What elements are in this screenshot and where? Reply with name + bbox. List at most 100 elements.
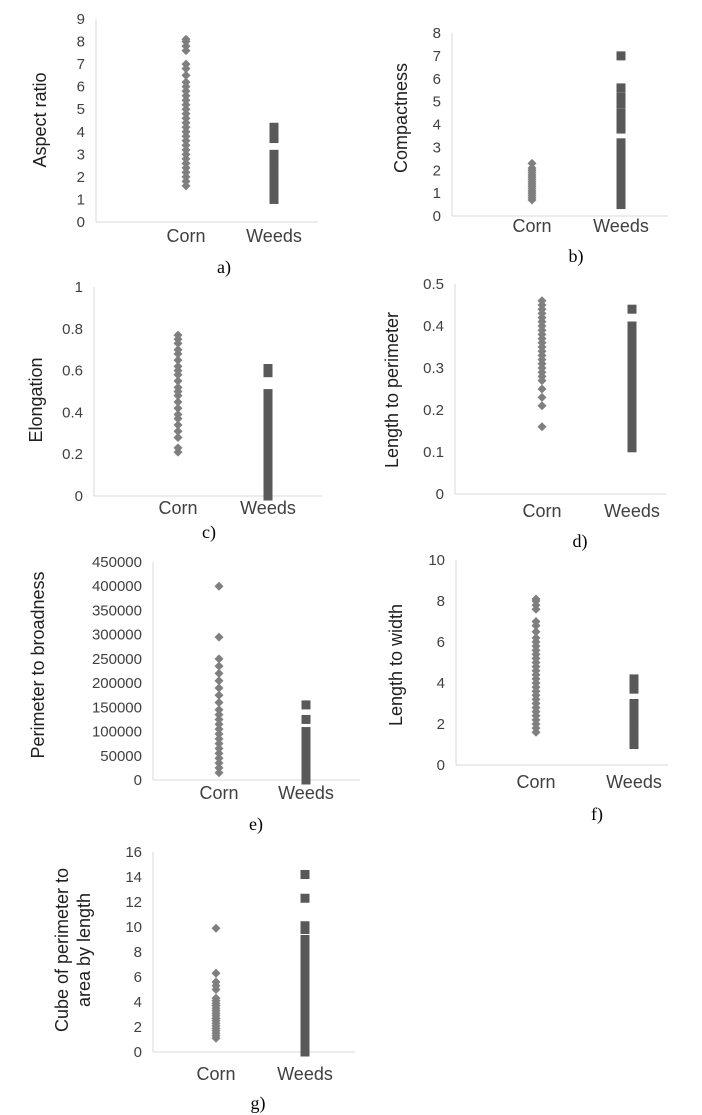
weeds-point <box>627 392 637 402</box>
y-tick-label: 0.8 <box>62 321 83 338</box>
weeds-point <box>627 304 637 314</box>
x-category-label: Corn <box>158 498 197 518</box>
y-tick-label: 0.6 <box>62 363 83 380</box>
weeds-point <box>616 83 626 93</box>
weeds-point <box>269 176 279 186</box>
weeds-point <box>301 714 311 724</box>
weeds-point <box>300 893 310 903</box>
weeds-point <box>301 741 311 751</box>
y-tick-label: 350000 <box>92 602 142 619</box>
weeds-point <box>616 186 626 196</box>
corn-point <box>531 633 541 643</box>
y-tick-label: 4 <box>134 994 142 1011</box>
corn-point <box>181 176 191 186</box>
y-tick-label: 7 <box>433 48 441 65</box>
weeds-point <box>300 870 310 879</box>
x-category-label: Weeds <box>246 226 302 246</box>
weeds-point <box>263 420 273 430</box>
corn-point <box>181 95 191 105</box>
weeds-point <box>627 401 637 411</box>
y-tick-label: 0.4 <box>62 404 83 421</box>
y-tick-label: 4 <box>437 675 445 692</box>
corn-point <box>173 443 183 453</box>
y-tick-label: 7 <box>77 56 85 73</box>
y-tick-label: 8 <box>77 34 85 51</box>
weeds-point <box>300 953 310 963</box>
weeds-point <box>627 350 637 360</box>
corn-point <box>214 710 224 720</box>
weeds-point <box>616 108 626 118</box>
weeds-point <box>269 134 279 144</box>
corn-point <box>531 594 541 604</box>
weeds-point <box>627 434 637 444</box>
x-category-label: Weeds <box>593 216 649 236</box>
weeds-point <box>629 674 639 684</box>
corn-point <box>214 676 224 686</box>
corn-point <box>214 753 224 763</box>
corn-point <box>214 697 224 707</box>
y-tick-label: 400000 <box>92 578 142 595</box>
weeds-point <box>263 485 273 495</box>
corn-point <box>537 384 547 394</box>
y-tick-label: 450000 <box>92 554 142 571</box>
y-tick-label: 8 <box>437 593 445 610</box>
y-axis-label: Length to width <box>386 604 406 726</box>
y-axis-label: Aspect ratio <box>30 72 50 167</box>
chart-panel-a: 0 1 2 3 4 5 6 7 8 9 Corn Weeds Aspect ratio a) <box>30 11 318 278</box>
y-tick-label: 3 <box>77 146 85 163</box>
corn-point <box>214 683 224 693</box>
weeds-point <box>263 412 273 422</box>
corn-point <box>214 705 224 715</box>
weeds-point <box>301 760 311 770</box>
corn-point <box>181 59 191 69</box>
weeds-point <box>301 727 311 737</box>
weeds-point <box>300 1041 310 1051</box>
corn-point <box>181 64 191 74</box>
y-tick-label: 0.2 <box>62 446 83 463</box>
corn-point <box>214 724 224 734</box>
weeds-point <box>616 138 626 148</box>
chart-panel-b: 0 1 2 3 4 5 6 7 8 Corn Weeds Compactness b) <box>391 25 668 267</box>
weeds-point <box>263 470 273 480</box>
x-category-label: Corn <box>516 772 555 792</box>
y-tick-label: 300000 <box>92 627 142 644</box>
weeds-point <box>263 428 273 438</box>
y-tick-label: 200000 <box>92 675 142 692</box>
y-tick-label: 150000 <box>92 699 142 716</box>
x-category-label: Corn <box>196 1064 235 1084</box>
weeds-point <box>263 491 273 501</box>
weeds-point <box>300 941 310 951</box>
weeds-point <box>616 145 626 155</box>
weeds-point <box>301 751 311 761</box>
y-tick-label: 3 <box>433 139 441 156</box>
corn-point <box>181 122 191 132</box>
weeds-point <box>263 364 273 374</box>
corn-point <box>214 668 224 678</box>
corn-point <box>181 113 191 123</box>
corn-point <box>537 422 547 432</box>
corn-point <box>173 330 183 340</box>
y-tick-label: 6 <box>433 71 441 88</box>
corn-point <box>181 131 191 141</box>
corn-point <box>181 149 191 159</box>
corn-point <box>173 376 183 386</box>
y-tick-label: 0 <box>134 1044 142 1061</box>
y-tick-label: 0 <box>77 214 85 231</box>
weeds-point <box>269 181 279 191</box>
corn-point <box>214 739 224 749</box>
y-tick-label: 8 <box>134 944 142 961</box>
corn-point <box>173 397 183 407</box>
corn-point <box>214 690 224 700</box>
weeds-point <box>300 985 310 994</box>
weeds-point <box>627 334 637 344</box>
x-category-label: Weeds <box>606 772 662 792</box>
weeds-point <box>616 51 626 61</box>
y-tick-label: 0.3 <box>423 360 444 377</box>
corn-point <box>173 420 183 430</box>
weeds-point <box>300 935 310 944</box>
weeds-point <box>269 122 279 132</box>
weeds-point <box>627 367 637 377</box>
y-tick-label: 1 <box>433 185 441 202</box>
weeds-point <box>301 765 311 775</box>
y-tick-label: 16 <box>125 844 142 861</box>
